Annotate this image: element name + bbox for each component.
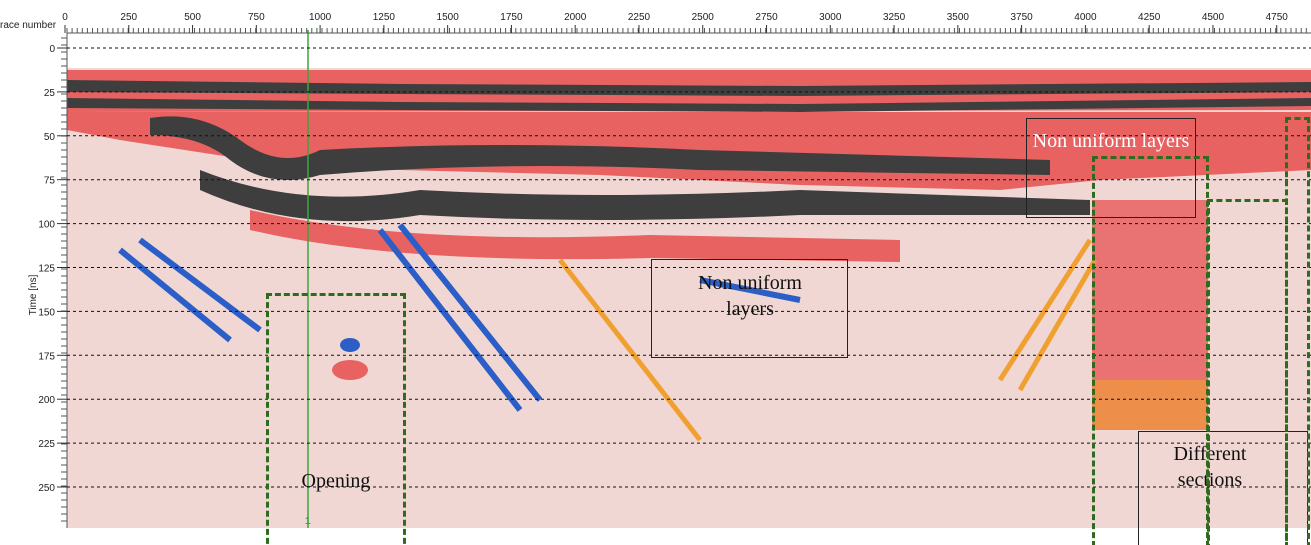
- layer-band: [150, 116, 1050, 180]
- annotation-text: Opening: [301, 470, 371, 492]
- x-axis-label: race number: [0, 20, 57, 31]
- x-tick-label: 4750: [1266, 12, 1289, 23]
- y-axis-label: Time [ns]: [28, 274, 39, 315]
- layer-band: [67, 98, 1311, 112]
- y-tick-label: 125: [38, 264, 55, 275]
- x-tick-label: 2250: [628, 12, 651, 23]
- red-zone: [1092, 200, 1208, 430]
- x-tick-label: 1000: [309, 12, 332, 23]
- x-tick-label: 2000: [564, 12, 587, 23]
- y-tick-label: 250: [38, 483, 55, 494]
- x-tick-label: 750: [248, 12, 265, 23]
- blob: [332, 360, 368, 380]
- highlight-box: [266, 293, 406, 545]
- x-tick-label: 250: [120, 12, 137, 23]
- layer-band: [250, 210, 900, 262]
- cursor-label: 1: [305, 516, 311, 527]
- x-tick-label: 4250: [1138, 12, 1161, 23]
- reflection: [558, 238, 1098, 442]
- reflection: [118, 223, 801, 412]
- highlight-box: [1207, 199, 1288, 545]
- y-tick-label: 225: [38, 439, 55, 450]
- annotation-text: Non uniform layers: [698, 272, 802, 320]
- annotation-box: [1026, 118, 1196, 218]
- annotation-text: Different sections: [1173, 443, 1247, 491]
- annotation-text: Non uniform layers: [1032, 130, 1190, 152]
- x-tick-label: 0: [62, 12, 68, 23]
- x-tick-label: 1250: [373, 12, 396, 23]
- y-tick-label: 0: [49, 44, 55, 55]
- x-tick-label: 3500: [947, 12, 970, 23]
- x-tick-label: 3750: [1011, 12, 1034, 23]
- y-tick-label: 100: [38, 220, 55, 231]
- y-tick-label: 75: [44, 176, 56, 187]
- highlight-box: [1092, 156, 1209, 545]
- blob: [340, 338, 360, 352]
- orange-zone: [1092, 380, 1208, 430]
- x-tick-label: 1750: [500, 12, 523, 23]
- y-tick-label: 200: [38, 395, 55, 406]
- x-tick-label: 2750: [755, 12, 778, 23]
- y-tick-label: 50: [44, 132, 56, 143]
- x-tick-label: 4500: [1202, 12, 1225, 23]
- y-tick-label: 175: [38, 351, 55, 362]
- x-tick-label: 2500: [692, 12, 715, 23]
- x-tick-label: 4000: [1074, 12, 1097, 23]
- y-tick-label: 25: [44, 88, 56, 99]
- x-tick-label: 1500: [437, 12, 460, 23]
- x-tick-label: 500: [184, 12, 201, 23]
- highlight-box: [1285, 117, 1310, 545]
- x-tick-label: 3000: [819, 12, 842, 23]
- layer-band: [200, 170, 1090, 222]
- x-tick-label: 3250: [883, 12, 906, 23]
- y-tick-label: 150: [38, 307, 55, 318]
- annotation-box: [651, 259, 848, 358]
